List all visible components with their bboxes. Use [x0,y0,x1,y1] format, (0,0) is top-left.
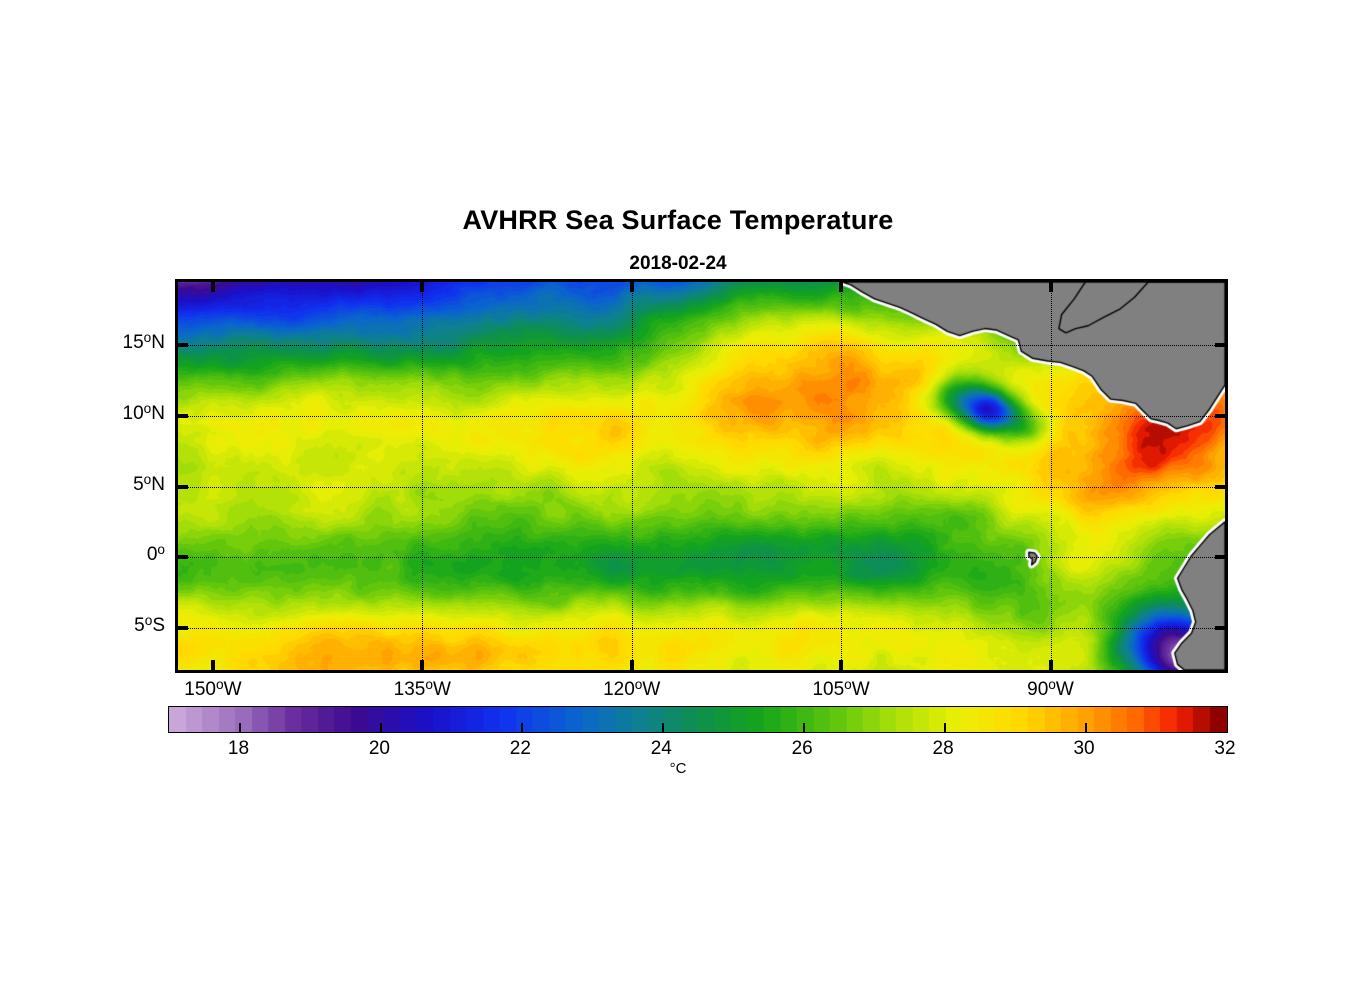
tick-lat-15 [1215,343,1225,348]
sst-map-panel[interactable] [175,279,1228,673]
tick-lon-135 [420,660,425,670]
colorbar-tick-22 [521,723,524,732]
tick-lon-90 [1048,282,1053,292]
tick-lat--5 [178,625,188,630]
tick-lat-0 [178,555,188,560]
page-title: AVHRR Sea Surface Temperature [462,205,894,235]
x-tick-label-150°W: 150oW [184,676,242,700]
x-tick-label-90°W: 90oW [1027,676,1074,700]
colorbar-label-32: 32 [1214,738,1236,759]
colorbar-label-22: 22 [509,738,531,759]
colorbar-label-18: 18 [227,738,250,759]
gridline-lat-15 [178,345,1225,347]
colorbar-label-30: 30 [1073,738,1095,759]
colorbar-label-28: 28 [932,738,954,759]
colorbar-tick-20 [380,723,383,732]
tick-lon-105 [839,282,844,292]
gridline-lat-10 [178,416,1225,418]
x-tick-label-135°W: 135oW [393,676,451,700]
tick-lon-135 [420,282,425,292]
y-tick-label-5°S: 5oS [134,612,165,636]
colorbar-tick-30 [1085,723,1088,732]
y-tick-label-5°N: 5oN [133,471,165,495]
tick-lon-150 [210,282,215,292]
tick-lat--5 [1215,625,1225,630]
tick-lon-90 [1048,660,1053,670]
colorbar-label-26: 26 [791,738,813,759]
x-tick-label-120°W: 120oW [603,676,661,700]
tick-lon-150 [210,660,215,670]
gridline-lon-135 [422,282,424,670]
tick-lat-10 [178,414,188,419]
y-tick-label-15°N: 15oN [122,330,165,354]
tick-lon-120 [629,660,634,670]
gridline-lon-105 [841,282,843,670]
colorbar-tick-24 [662,723,665,732]
tick-lat-15 [178,343,188,348]
figure-subtitle-date: 2018-02-24 [629,253,727,274]
colorbar-tick-28 [944,723,947,732]
colorbar-label-24: 24 [650,738,672,759]
y-tick-label-0°: 0o [146,541,165,566]
y-tick-label-10°N: 10oN [122,400,165,425]
tick-lon-120 [629,282,634,292]
gridline-lat-0 [178,557,1225,559]
tick-lon-105 [839,660,844,670]
tick-lat-5 [178,484,188,489]
tick-lat-10 [1215,414,1225,419]
gridline-lat-5 [178,486,1225,488]
colorbar-label-20: 20 [368,738,390,759]
colorbar[interactable] [168,706,1228,733]
tick-lat-5 [1215,484,1225,489]
tick-lat-0 [1215,555,1225,560]
gridline-lat--5 [178,627,1225,629]
x-tick-label-105°W: 105oW [812,676,870,700]
sst-heatmap-field [178,282,1225,670]
colorbar-unit-label: °C [669,760,687,777]
gridline-lon-90 [1050,282,1052,670]
colorbar-tick-26 [803,723,806,732]
gridline-lon-120 [631,282,633,670]
colorbar-tick-18 [239,723,242,732]
